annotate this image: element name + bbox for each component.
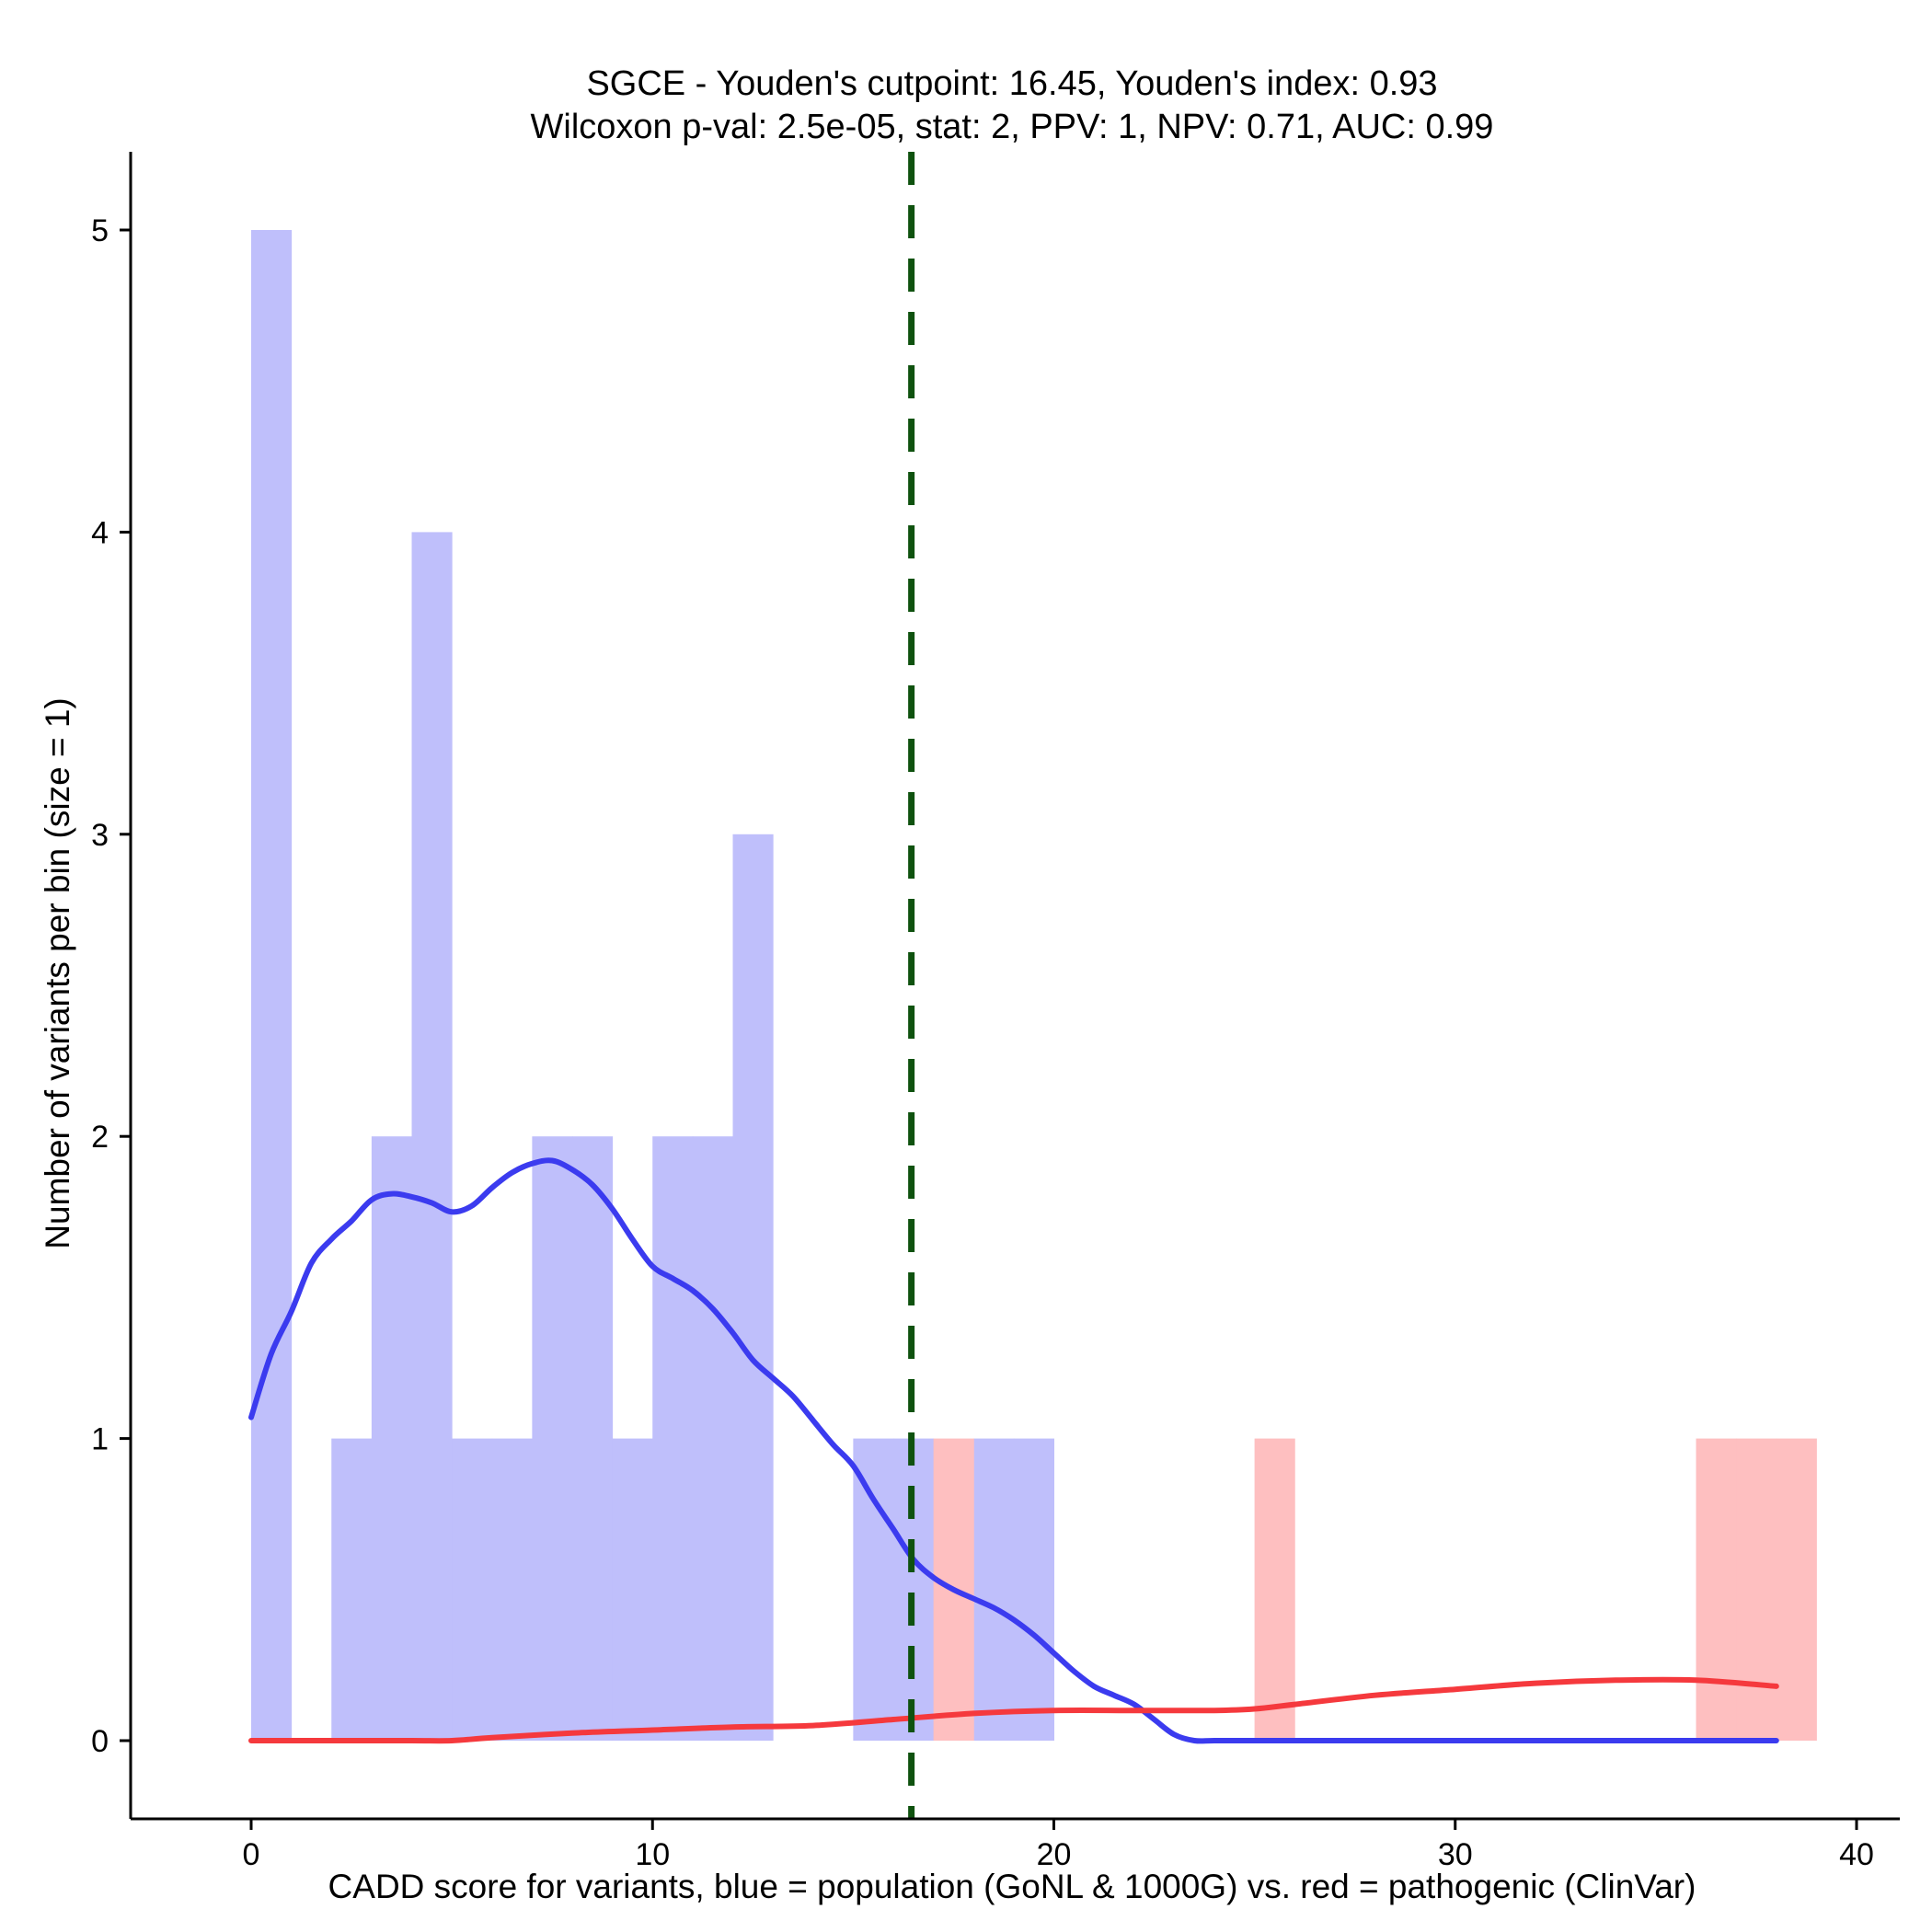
- population-bar: [572, 1136, 614, 1741]
- population-bar: [732, 834, 774, 1741]
- y-tick-label: 3: [91, 818, 109, 853]
- population-bar: [652, 1136, 694, 1741]
- y-axis-ticks: 0 1 2 3 4 5: [91, 213, 131, 1759]
- chart-title-line1: SGCE - Youden's cutpoint: 16.45, Youden'…: [586, 64, 1437, 103]
- pathogenic-bar: [1776, 1438, 1817, 1741]
- pathogenic-bar: [1254, 1438, 1295, 1741]
- population-bars: [251, 230, 1054, 1741]
- x-tick-label: 10: [635, 1837, 670, 1872]
- x-axis-ticks: 0 10 20 30 40: [243, 1819, 1874, 1872]
- population-bar: [371, 1136, 412, 1741]
- y-tick-label: 5: [91, 213, 109, 248]
- x-tick-label: 20: [1037, 1837, 1072, 1872]
- population-bar: [411, 532, 453, 1741]
- population-bar: [893, 1438, 935, 1741]
- population-bar: [452, 1438, 493, 1741]
- y-tick-label: 2: [91, 1120, 109, 1155]
- x-tick-label: 0: [243, 1837, 260, 1872]
- population-bar: [251, 230, 293, 1741]
- y-tick-label: 4: [91, 515, 109, 550]
- y-tick-label: 0: [91, 1724, 109, 1759]
- population-bar: [331, 1438, 373, 1741]
- chart-title-line2: Wilcoxon p-val: 2.5e-05, stat: 2, PPV: 1…: [531, 108, 1494, 146]
- population-bar: [612, 1438, 653, 1741]
- pathogenic-bar: [1736, 1438, 1777, 1741]
- population-bar: [973, 1438, 1015, 1741]
- population-density-line: [248, 1157, 1779, 1744]
- x-tick-label: 30: [1438, 1837, 1473, 1872]
- population-bar: [853, 1438, 894, 1741]
- pathogenic-bar: [1696, 1438, 1737, 1741]
- population-bar: [692, 1136, 733, 1741]
- population-bar: [1013, 1438, 1054, 1741]
- y-tick-label: 1: [91, 1422, 109, 1457]
- pathogenic-density-line: [248, 1676, 1779, 1744]
- x-tick-label: 40: [1839, 1837, 1874, 1872]
- population-bar: [532, 1136, 573, 1741]
- population-bar: [491, 1438, 533, 1741]
- x-axis-label: CADD score for variants, blue = populati…: [328, 1868, 1696, 1905]
- y-axis-label: Number of variants per bin (size = 1): [39, 697, 76, 1248]
